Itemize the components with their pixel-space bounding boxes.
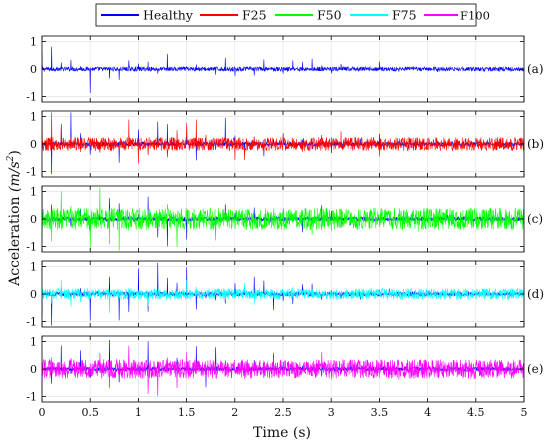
x-tick-labels: 0 0.5 1 1.5 2 2.5 3 3.5 4 4.5 5 [39, 406, 528, 419]
x-tick-label: 2 [231, 406, 238, 419]
y-tick-label: 1 [30, 186, 37, 199]
x-tick-label: 1 [135, 406, 142, 419]
y-tick-label: -1 [26, 316, 37, 329]
y-axis-label: Acceleration (m/s2) [6, 150, 23, 287]
panel-b: 1 0 -1 (b) [26, 111, 544, 179]
y-tick-label: -1 [26, 391, 37, 404]
panel-d: 1 0 -1 (d) [26, 261, 544, 329]
panel-c: 1 0 -1 (c) [26, 186, 543, 254]
y-tick-label: 0 [30, 63, 37, 76]
y-axis-label-close: ) [7, 150, 23, 155]
legend-label-healthy: Healthy [143, 8, 194, 23]
y-tick-label: -1 [26, 166, 37, 179]
series-line-healthy-a [42, 46, 524, 93]
y-tick-label: 0 [30, 288, 37, 301]
series-line-f25-b [42, 112, 524, 164]
y-axis-label-exponent: 2 [6, 155, 16, 162]
y-tick-label: -1 [26, 91, 37, 104]
x-tick-label: 0.5 [81, 406, 99, 419]
y-tick-label: 0 [30, 363, 37, 376]
panel-tag-b: (b) [527, 137, 544, 151]
y-tick-label: 1 [30, 36, 37, 49]
series-line-f50-c [42, 187, 524, 251]
legend-label-f25: F25 [242, 8, 267, 23]
x-tick-label: 4 [424, 406, 431, 419]
y-axis-label-unit: (m/s [7, 161, 23, 192]
panel-tag-e: (e) [527, 362, 543, 376]
panel-tag-d: (d) [527, 287, 544, 301]
series-line-f100-e [42, 345, 524, 397]
legend-label-f50: F50 [317, 8, 342, 23]
x-tick-label: 4.5 [467, 406, 485, 419]
x-axis-label: Time (s) [253, 425, 311, 441]
y-axis-label-text: Acceleration [7, 192, 23, 287]
y-tick-label: 0 [30, 138, 37, 151]
panel-tag-a: (a) [527, 62, 544, 76]
legend-label-f100: F100 [460, 9, 490, 23]
panel-e: 1 0 -1 (e) [26, 336, 543, 404]
legend: Healthy F25 F50 F75 F100 [95, 3, 490, 27]
y-tick-label: 1 [30, 261, 37, 274]
x-tick-label: 5 [521, 406, 528, 419]
y-tick-label: 1 [30, 111, 37, 124]
x-tick-label: 0 [39, 406, 46, 419]
panels: 1 0 -1 (a) 1 0 -1 (b) 1 0 -1 (c) 1 0 -1 (d) 1 0 -1 (e) [26, 36, 544, 404]
panel-a: 1 0 -1 (a) [26, 36, 543, 104]
panel-tag-c: (c) [527, 212, 543, 226]
legend-label-f75: F75 [392, 8, 417, 23]
x-tick-label: 1.5 [178, 406, 196, 419]
x-tick-label: 3 [328, 406, 335, 419]
x-tick-label: 2.5 [274, 406, 292, 419]
y-tick-label: 1 [30, 336, 37, 349]
y-tick-label: -1 [26, 241, 37, 254]
x-tick-label: 3.5 [371, 406, 389, 419]
y-tick-label: 0 [30, 213, 37, 226]
series-line-f75-d [42, 279, 524, 313]
